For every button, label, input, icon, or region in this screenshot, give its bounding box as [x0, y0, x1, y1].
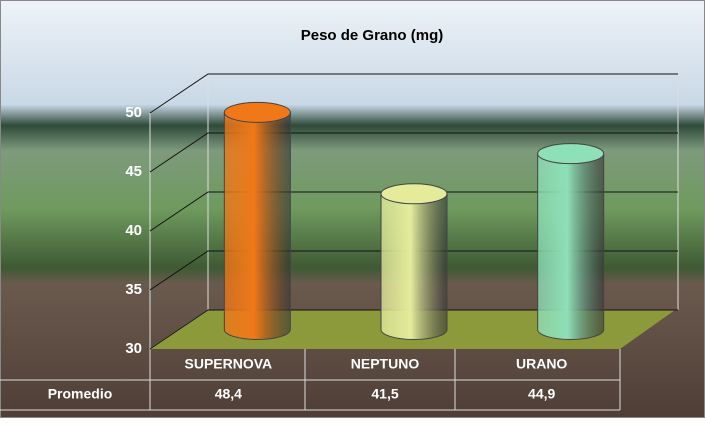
y-tick-label: 30 — [125, 340, 142, 357]
bar-top — [538, 144, 604, 164]
chart-title: Peso de Grano (mg) — [301, 27, 444, 44]
y-tick-label: 50 — [125, 104, 142, 121]
category-label: URANO — [516, 356, 567, 372]
category-label: SUPERNOVA — [185, 356, 273, 372]
value-label: 41,5 — [371, 386, 398, 402]
bar — [224, 112, 290, 339]
chart: Peso de Grano (mg) Promedio 30 35 40 45 50 SU… — [0, 0, 705, 418]
bar — [381, 194, 447, 340]
value-label: 48,4 — [215, 386, 242, 402]
bar-top — [224, 102, 290, 122]
bar — [538, 154, 604, 340]
category-label: NEPTUNO — [351, 356, 420, 372]
y-tick-label: 35 — [125, 281, 142, 298]
value-label: 44,9 — [528, 386, 555, 402]
y-tick-label: 40 — [125, 222, 142, 239]
row-label: Promedio — [48, 386, 113, 402]
bar-top — [381, 184, 447, 204]
y-tick-label: 45 — [125, 163, 142, 180]
